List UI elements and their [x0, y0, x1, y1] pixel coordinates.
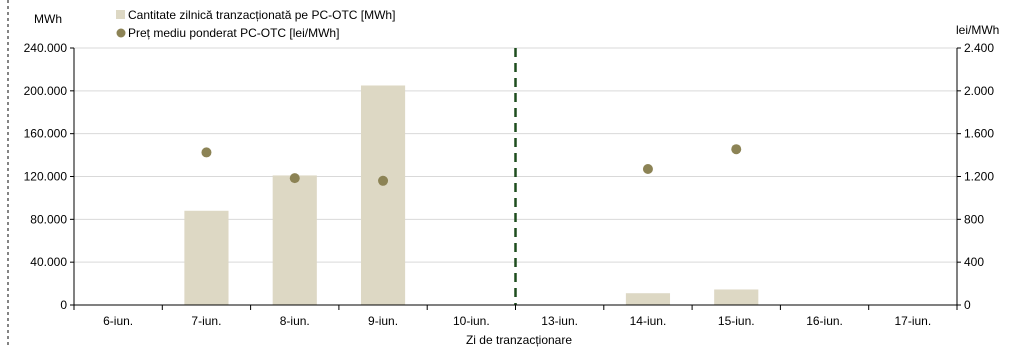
left-axis-unit: MWh [34, 12, 62, 26]
legend-swatch-points [116, 28, 126, 38]
legend-label-bars: Cantitate zilnică tranzacționată pe PC-O… [128, 8, 395, 22]
legend-swatch-bars [116, 10, 125, 19]
left-y-tick-label: 200.000 [24, 84, 68, 98]
price-point-8-iun. [289, 173, 300, 184]
right-y-tick-label: 2.400 [964, 41, 994, 55]
x-tick-label: 10-iun. [453, 314, 490, 328]
bar-15-iun. [714, 289, 759, 305]
gridlines [74, 47, 957, 263]
x-tick-label: 9-iun. [368, 314, 398, 328]
legend-label-points: Preț mediu ponderat PC-OTC [lei/MWh] [128, 26, 339, 40]
point-series [201, 144, 742, 186]
x-tick-label: 15-iun. [718, 314, 755, 328]
bar-series [184, 85, 759, 306]
left-y-tick-label: 0 [60, 298, 67, 312]
right-y-tick-label: 0 [964, 298, 971, 312]
x-tick-label: 6-iun. [103, 314, 133, 328]
x-tick-label: 17-iun. [894, 314, 931, 328]
right-y-tick-labels: 0 400 800 1.200 1.600 2.000 2.400 [964, 41, 994, 312]
right-y-tick-label: 800 [964, 212, 984, 226]
bar-9-iun. [360, 85, 406, 306]
price-point-9-iun. [378, 175, 389, 186]
legend: Cantitate zilnică tranzacționată pe PC-O… [116, 8, 395, 40]
right-y-tick-label: 1.600 [964, 127, 994, 141]
left-y-tick-labels: 0 40.000 80.000 120.000 160.000 200.000 240.00… [24, 41, 68, 312]
right-y-tick-label: 2.000 [964, 84, 994, 98]
x-tick-label: 16-iun. [806, 314, 843, 328]
price-point-15-iun. [731, 144, 742, 155]
x-tick-label: 14-iun. [630, 314, 667, 328]
bar-7-iun. [184, 210, 229, 305]
bar-14-iun. [625, 293, 671, 305]
right-y-tick-label: 400 [964, 255, 984, 269]
x-tick-label: 8-iun. [280, 314, 310, 328]
price-point-14-iun. [642, 164, 653, 175]
right-y-tick-label: 1.200 [964, 170, 994, 184]
left-y-tick-label: 40.000 [30, 255, 67, 269]
x-tick-label: 13-iun. [541, 314, 578, 328]
left-y-tick-label: 240.000 [24, 41, 68, 55]
left-y-tick-label: 120.000 [24, 170, 68, 184]
x-tick-labels: 6-iun. 7-iun. 8-iun. 9-iun. 10-iun. 13-iun. 14… [103, 314, 931, 328]
axes [70, 47, 961, 310]
bar-8-iun. [272, 175, 317, 305]
price-point-7-iun. [201, 147, 212, 158]
left-y-tick-label: 80.000 [30, 212, 67, 226]
left-y-tick-label: 160.000 [24, 127, 68, 141]
x-tick-label: 7-iun. [191, 314, 221, 328]
x-axis-title: Zi de tranzacționare [466, 333, 572, 347]
right-axis-unit: lei/MWh [956, 23, 999, 37]
